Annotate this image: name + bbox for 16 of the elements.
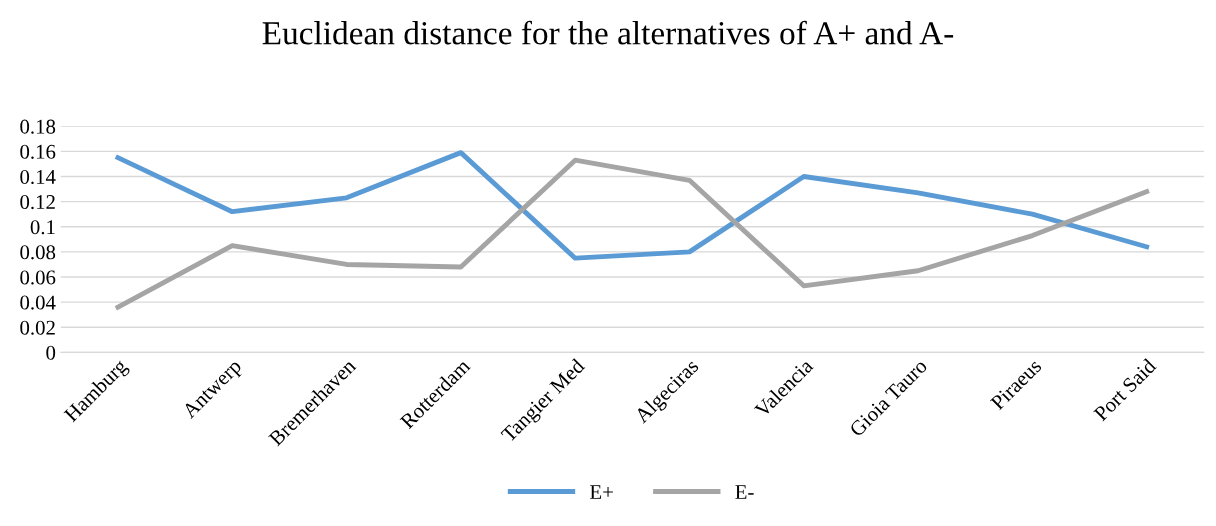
y-tick-label: 0 — [46, 345, 56, 360]
y-tick-label: 0.04 — [20, 295, 56, 310]
y-tick-label: 0.16 — [20, 144, 56, 159]
x-tick-label: Port Said — [1092, 357, 1157, 422]
line-series — [115, 150, 1150, 261]
y-tick-label: 0.1 — [30, 220, 55, 235]
y-tick-label: 0.12 — [20, 195, 55, 210]
chart-title: Euclidean distance for the alternatives of A+ and A- — [262, 20, 954, 45]
y-tick-label: 0.14 — [20, 169, 56, 185]
legend-label: E+ — [590, 485, 613, 499]
y-tick-label: 0.06 — [20, 270, 56, 285]
y-tick-label: 0.02 — [20, 320, 55, 335]
line-series — [115, 157, 1150, 310]
legend-label: E- — [735, 485, 754, 499]
y-tick-label: 0.08 — [20, 245, 56, 260]
y-tick-label: 0.18 — [20, 119, 56, 134]
